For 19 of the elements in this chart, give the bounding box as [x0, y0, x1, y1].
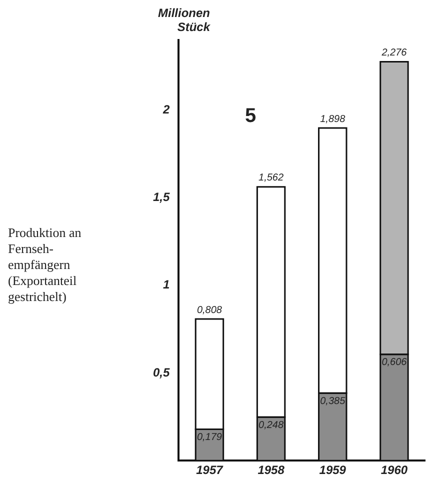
x-tick-label: 1959 [319, 463, 346, 478]
total-label: 0,808 [196, 304, 222, 316]
y-tick-label: 1 [162, 278, 170, 292]
x-tick-label: 1960 [380, 463, 408, 478]
data-label: 0,606 [382, 357, 408, 368]
y-tick-label: 2 [162, 102, 170, 116]
total-label: 1,898 [320, 114, 346, 125]
x-tick-label: 1957 [196, 463, 224, 478]
text: Produktion an Fernseh-empfängern (Exportanteil gestrichelt) [8, 225, 82, 305]
y-tick-label: 1,5 [152, 190, 170, 204]
total-label: 1,562 [258, 172, 284, 184]
data-label: 0,179 [196, 432, 222, 444]
data-label: 0,248 [258, 420, 284, 431]
y-tick-label: 0,5 [152, 365, 170, 380]
y-axis-title: Millionen Stück [157, 6, 210, 34]
x-tick-label: 1958 [258, 463, 285, 478]
data-label: 0,385 [320, 396, 346, 407]
annotation: 5 [245, 105, 256, 128]
total-label: 2,276 [380, 48, 408, 59]
